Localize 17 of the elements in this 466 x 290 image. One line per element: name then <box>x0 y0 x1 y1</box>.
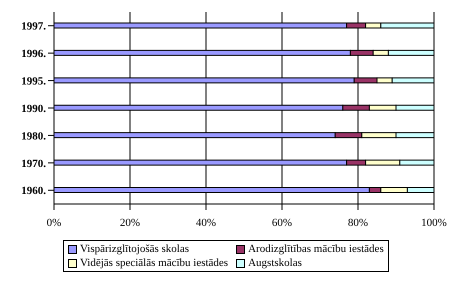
legend-label: Vidējās speciālās mācību iestādes <box>80 257 228 269</box>
x-tick-label: 100% <box>421 216 447 229</box>
y-tick-label: 1970. <box>21 158 46 170</box>
y-tick-label: 1980. <box>21 130 46 142</box>
y-tick-label: 1996. <box>21 48 46 60</box>
x-tick-label: 60% <box>272 216 292 229</box>
legend-label: Vispārizglītojošās skolas <box>80 243 190 255</box>
y-tick-label: 1995. <box>21 75 46 88</box>
x-tick-label: 0% <box>46 216 62 229</box>
legend-label: Augstskolas <box>248 257 302 269</box>
x-tick-label: 80% <box>348 216 368 229</box>
y-tick-label: 1997. <box>21 20 46 33</box>
legend-label: Arodizglītības mācību iestādes <box>248 243 384 255</box>
x-tick-label: 20% <box>120 216 140 229</box>
y-tick-label: 1990. <box>21 102 46 115</box>
y-tick-label: 1960. <box>21 185 46 198</box>
x-tick-label: 40% <box>196 216 216 229</box>
